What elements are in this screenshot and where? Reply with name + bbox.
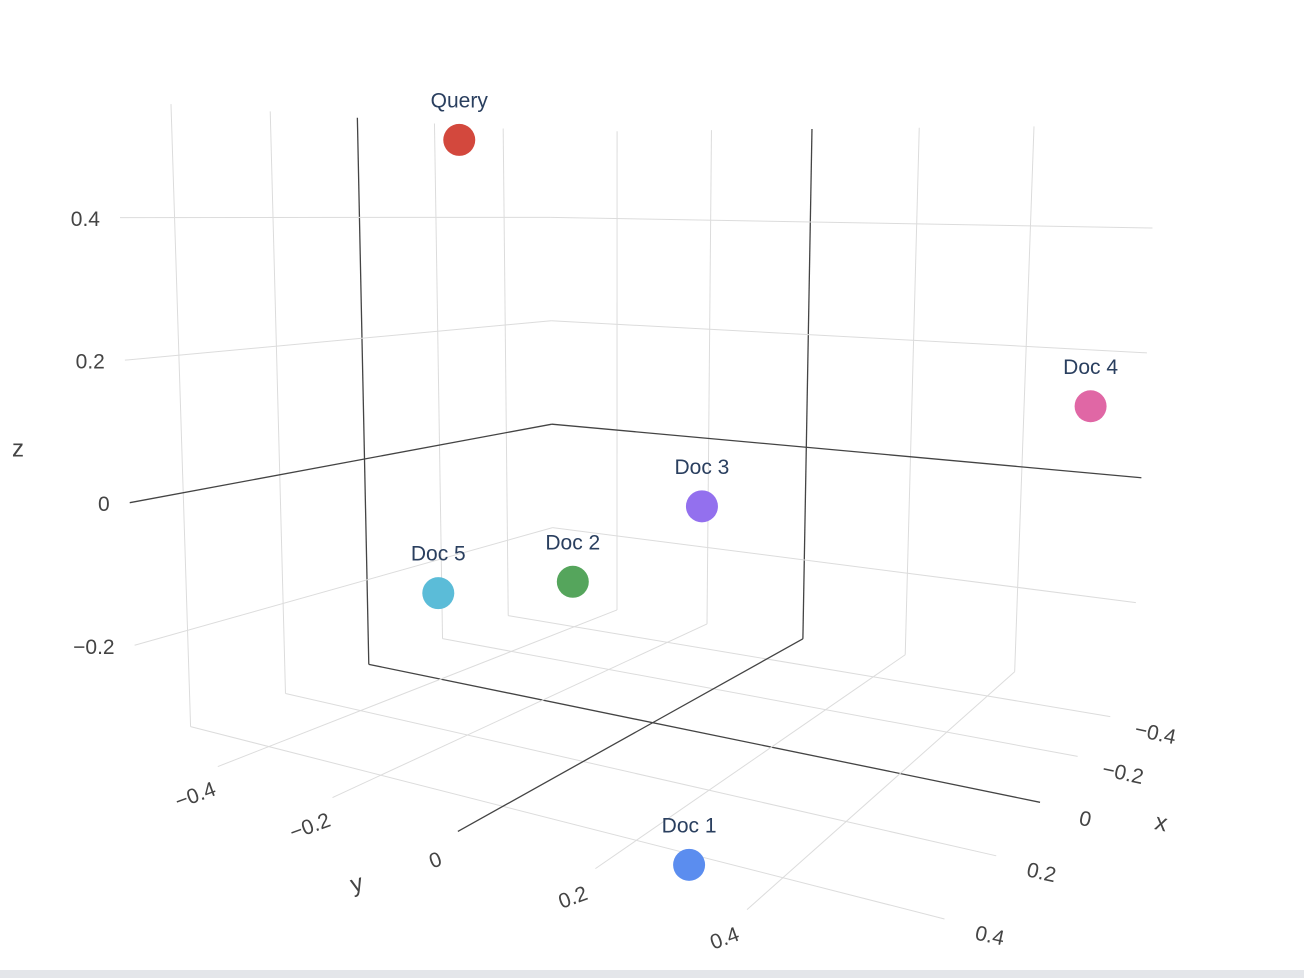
point: [556, 565, 589, 598]
z-tick-label: 0.4: [71, 208, 101, 231]
grid-line: [442, 638, 1078, 757]
y-tick-label: 0.2: [555, 882, 590, 914]
grid-line: [457, 638, 804, 833]
grid-line: [269, 111, 286, 694]
point-label: Doc 3: [675, 456, 730, 479]
point-label: Doc 5: [411, 543, 466, 566]
x-tick-label: 0: [1077, 807, 1093, 832]
point-label: Doc 1: [662, 814, 717, 837]
point: [422, 577, 455, 610]
grid-line: [433, 123, 444, 639]
grid-line: [746, 671, 1015, 910]
grid-line: [129, 423, 552, 504]
y-tick-label: −0.2: [287, 809, 334, 845]
z-tick-label: 0: [98, 493, 110, 516]
grid-line: [551, 423, 1142, 479]
z-axis-title: z: [12, 435, 24, 462]
grid-line: [551, 320, 1147, 354]
y-tick-label: −0.4: [172, 778, 219, 814]
x-tick-label: −0.2: [1100, 758, 1145, 789]
tick-labels: −0.2 0 0.2 0.4 −0.4 −0.2 0 0.2 0.4 −0.4 −0.2 0 0.2 0.…: [71, 208, 1179, 954]
point-label: Query: [431, 89, 489, 112]
grid-line: [706, 130, 712, 624]
grid-line: [134, 527, 553, 646]
grid-line: [190, 726, 945, 920]
z-tick-label: 0.2: [76, 351, 105, 374]
grid-line: [1014, 126, 1035, 672]
grid-line: [904, 127, 920, 655]
point: [1074, 390, 1107, 423]
grid-line: [502, 128, 509, 616]
x-axis-title: x: [1153, 808, 1170, 837]
grid-line: [332, 623, 708, 799]
grid-line: [550, 216, 1153, 229]
grid-line: [124, 320, 552, 361]
grid-line: [552, 527, 1136, 604]
point: [443, 123, 476, 156]
y-axis-title: y: [347, 869, 366, 898]
point-label: Doc 2: [545, 531, 600, 554]
x-tick-label: −0.4: [1133, 718, 1179, 749]
point: [685, 490, 718, 523]
grid: [120, 104, 1153, 920]
grid-line: [356, 117, 370, 665]
point: [673, 848, 706, 881]
x-tick-label: 0.4: [973, 922, 1007, 951]
grid-line: [802, 128, 813, 639]
grid-line: [368, 663, 1041, 803]
grid-line: [508, 615, 1111, 718]
x-tick-label: 0.2: [1025, 859, 1058, 888]
z-tick-label: −0.2: [73, 636, 114, 659]
points: Query Doc 1 Doc 2 Doc 3 Doc 4 Doc 5: [411, 89, 1118, 881]
bottom-border: [0, 970, 1304, 978]
y-tick-label: 0: [426, 848, 445, 874]
grid-line: [170, 104, 192, 727]
grid-line: [217, 609, 618, 768]
grid-line: [595, 654, 906, 870]
grid-line: [285, 692, 997, 857]
y-tick-label: 0.4: [707, 923, 743, 955]
point-label: Doc 4: [1063, 356, 1118, 379]
